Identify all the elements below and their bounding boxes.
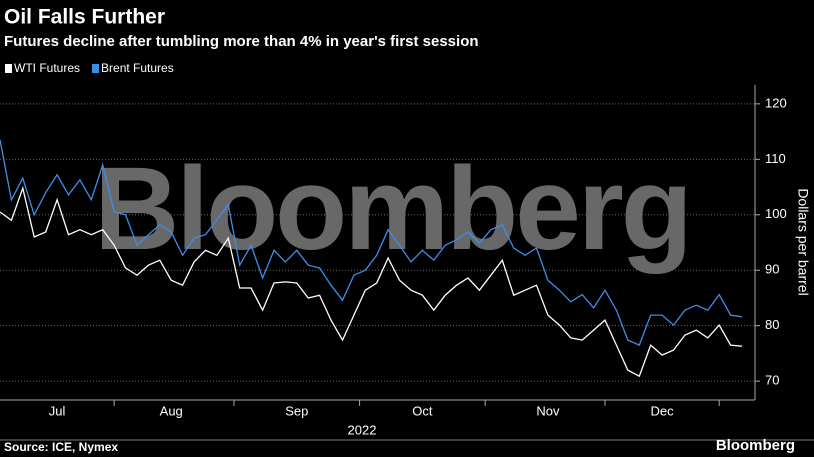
x-tick-label: Oct [412,403,433,418]
source: Source: ICE, Nymex [4,440,118,454]
x-tick-label: Aug [160,403,183,418]
x-tick-label: Dec [651,403,675,418]
logo: Bloomberg [716,437,795,454]
legend-label: Brent Futures [101,61,174,75]
watermark: Bloomberg [94,143,690,275]
y-tick-label: 120 [765,95,787,110]
y-tick-label: 90 [765,262,779,277]
year-label: 2022 [348,422,377,437]
y-tick-label: 100 [765,206,787,221]
legend-label: WTI Futures [14,61,80,75]
legend-swatch [5,64,12,73]
chart-title: Oil Falls Further [4,6,165,29]
x-tick-label: Nov [536,403,560,418]
line-series [0,139,743,346]
line-series [0,185,743,378]
y-tick-label: 110 [765,151,786,166]
x-tick-label: Sep [285,403,308,418]
legend: WTI Futures Brent Futures [5,61,174,75]
chart-subtitle: Futures decline after tumbling more than… [4,33,479,50]
x-tick-label: Jul [49,403,66,418]
legend-swatch [92,64,100,73]
y-tick-label: 80 [765,317,779,332]
y-tick-label: 70 [765,373,779,388]
y-axis-label: Dollars per barrel [795,188,811,295]
